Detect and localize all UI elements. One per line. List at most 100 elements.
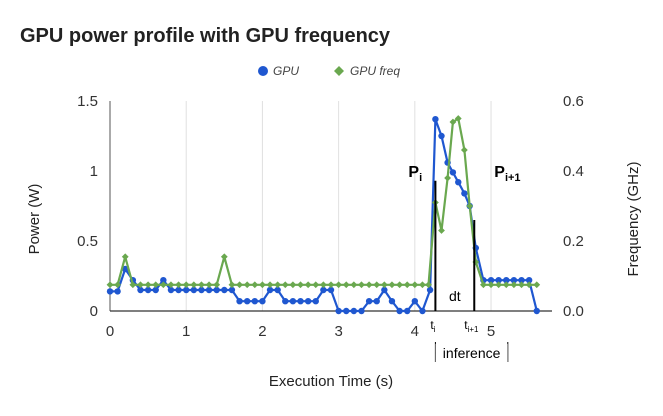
gpu-freq-point bbox=[373, 281, 381, 289]
gpu-freq-point bbox=[274, 281, 282, 289]
gpu-power-point bbox=[114, 288, 121, 295]
gpu-freq-point bbox=[114, 281, 122, 289]
gpu-freq-point bbox=[312, 281, 320, 289]
gpu-power-point bbox=[335, 307, 342, 315]
y2-tick-label: 0.0 bbox=[563, 303, 584, 320]
gpu-power-point bbox=[137, 286, 144, 294]
y2-tick-label: 0.4 bbox=[563, 163, 584, 180]
gpu-freq-point bbox=[495, 281, 503, 289]
gpu-freq-point bbox=[137, 281, 144, 289]
gpu-power-point bbox=[221, 286, 228, 294]
gpu-power-point bbox=[266, 286, 274, 294]
gpu-freq-point bbox=[236, 281, 243, 289]
gpu-freq-point bbox=[380, 281, 388, 289]
inference-label-bg bbox=[435, 344, 508, 362]
gpu-freq-point bbox=[403, 281, 411, 289]
x-tick-label: 4 bbox=[411, 323, 419, 340]
gpu-freq-point bbox=[175, 281, 182, 289]
gpu-power-point bbox=[160, 277, 167, 284]
gpu-power-point bbox=[358, 307, 365, 315]
gpu-power-point bbox=[373, 298, 380, 305]
axes: 0 1 2 3 4 5 0 0.5 1 1.5 0.0 0.2 0.4 0.6 bbox=[77, 93, 584, 340]
y-tick-label: 0.5 bbox=[77, 233, 98, 250]
gpu-power-point bbox=[213, 286, 220, 294]
gpu-power-point bbox=[167, 286, 175, 294]
gpu-freq-point bbox=[335, 281, 343, 289]
gpu-power-point bbox=[449, 169, 457, 176]
gpu-power-point bbox=[396, 307, 403, 315]
gpu-power-point bbox=[289, 298, 297, 305]
gpu-power-point bbox=[404, 307, 411, 315]
t-i-subscript: i bbox=[434, 325, 436, 334]
dt-label: dt bbox=[449, 288, 461, 304]
gpu-freq-point bbox=[342, 281, 350, 289]
gpu-freq-point bbox=[487, 281, 495, 289]
gpu-freq-point bbox=[460, 146, 468, 154]
gpu-power-point bbox=[388, 298, 396, 305]
p-i-label: Pi bbox=[408, 164, 422, 184]
y-tick-label: 0 bbox=[90, 303, 98, 320]
series bbox=[106, 115, 541, 315]
gpu-power-point bbox=[381, 286, 388, 294]
gpu-power-point bbox=[495, 277, 502, 284]
gpu-freq-point bbox=[220, 253, 228, 261]
gpu-freq-point bbox=[106, 281, 114, 289]
gpu-freq-point bbox=[411, 281, 419, 289]
gpu-freq-point bbox=[466, 202, 474, 210]
t-i-label: ti bbox=[430, 318, 435, 334]
gpu-power-point bbox=[350, 307, 358, 315]
x-tick-label: 3 bbox=[334, 323, 342, 340]
gpu-freq-point bbox=[205, 281, 213, 289]
x-tick-label: 1 bbox=[182, 323, 190, 340]
gpu-power-point bbox=[327, 286, 335, 294]
gpu-power-point bbox=[312, 298, 319, 305]
y2-tick-label: 0.2 bbox=[563, 233, 584, 250]
gpu-freq-point bbox=[121, 253, 129, 261]
gpu-freq-point bbox=[243, 281, 251, 289]
gpu-freq-point bbox=[304, 281, 312, 289]
gpu-power-point bbox=[365, 298, 373, 305]
gpu-freq-point bbox=[502, 281, 510, 289]
gpu-freq-point bbox=[327, 281, 335, 289]
gpu-power-point bbox=[190, 286, 198, 294]
gpu-freq-point bbox=[358, 281, 365, 289]
gpu-freq-point bbox=[228, 281, 236, 289]
gpu-power-point bbox=[432, 116, 439, 123]
gpu-freq-point bbox=[297, 281, 304, 289]
gpu-power-point bbox=[304, 298, 312, 305]
gpu-freq-point bbox=[213, 281, 221, 289]
gpu-power-point bbox=[274, 286, 281, 294]
legend-gpu-freq-marker bbox=[334, 66, 344, 76]
gpu-freq-point bbox=[396, 281, 403, 289]
gpu-power-point bbox=[503, 277, 510, 284]
y2-axis-label: Frequency (GHz) bbox=[625, 161, 642, 276]
gpu-power-point bbox=[419, 307, 426, 315]
gpu-power-point bbox=[282, 298, 289, 305]
p-next-subscript: i+1 bbox=[505, 172, 521, 184]
gpu-power-point bbox=[243, 298, 251, 305]
gpu-freq-point bbox=[480, 281, 487, 289]
y-tick-label: 1.5 bbox=[77, 93, 98, 110]
gpu-power-point bbox=[183, 286, 190, 294]
gpu-freq-point bbox=[259, 281, 266, 289]
gpu-power-point bbox=[518, 277, 525, 284]
y-axis-label: Power (W) bbox=[26, 184, 43, 255]
gpu-freq-point bbox=[449, 118, 457, 126]
gpu-freq-point bbox=[129, 281, 137, 289]
gpu-freq-point bbox=[182, 281, 190, 289]
gpu-freq-point bbox=[266, 281, 274, 289]
gpu-freq-point bbox=[425, 281, 432, 289]
gpu-power-point bbox=[198, 286, 205, 294]
gpu-power-point bbox=[251, 298, 258, 305]
p-i-subscript: i bbox=[419, 172, 422, 184]
gpu-freq-point bbox=[365, 281, 373, 289]
x-tick-label: 2 bbox=[258, 323, 266, 340]
gpu-power-point bbox=[426, 286, 434, 294]
gpu-power-point bbox=[259, 298, 266, 305]
gpu-freq-point bbox=[510, 281, 518, 289]
inference-label: inference bbox=[443, 345, 501, 361]
gpu-freq-point bbox=[525, 281, 533, 289]
